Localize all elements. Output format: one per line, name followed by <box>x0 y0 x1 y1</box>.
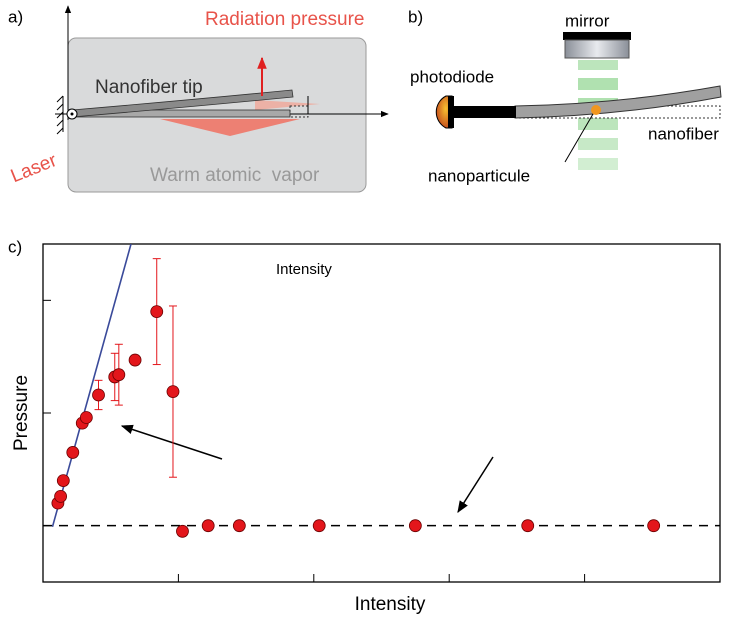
y-axis-label: Pressure <box>11 375 32 451</box>
label: nanoparticule <box>428 166 530 185</box>
arrow <box>457 456 494 514</box>
label: Nanofiber tip <box>95 77 203 98</box>
laser-spot <box>255 100 320 110</box>
data-point <box>66 446 80 459</box>
pivot <box>70 112 74 116</box>
label: photodiode <box>410 67 494 86</box>
plot-area <box>43 244 720 528</box>
arrow <box>120 424 223 460</box>
data-point <box>521 519 535 533</box>
panel-label: a) <box>8 7 23 26</box>
mirror <box>563 32 631 40</box>
panel-b: b) mirror photodiode nanofiber nanoparti… <box>408 7 722 185</box>
laser-spot <box>160 119 300 136</box>
label: Laser <box>8 150 61 188</box>
nanoparticle <box>591 105 601 115</box>
panel-a: a) Radiation pressure Nanofiber tip Warm… <box>8 5 389 193</box>
label: Radiation pressure <box>205 9 364 30</box>
fiber <box>514 85 722 119</box>
photodiode <box>448 96 454 128</box>
wall-hatch <box>56 95 64 135</box>
data-point <box>201 519 215 533</box>
plot-frame <box>42 243 721 583</box>
panel-c: c) Intensity Intensity Pressure <box>8 237 721 615</box>
label: mirror <box>565 11 610 30</box>
panel-label: b) <box>408 7 423 26</box>
mirror <box>564 39 630 59</box>
fiber-ghost <box>289 105 309 118</box>
data-point <box>408 519 422 533</box>
data-point <box>54 489 68 503</box>
data-point <box>112 368 126 382</box>
pointer <box>564 113 594 163</box>
panel-label: c) <box>8 237 22 256</box>
label: Warm atomic vapor <box>150 165 320 186</box>
x-axis-label: Intensity <box>355 594 426 615</box>
data-point <box>150 305 164 319</box>
fiber-bent <box>71 89 294 118</box>
data-point <box>647 519 661 533</box>
data-point <box>232 519 246 533</box>
data-point <box>166 385 180 398</box>
label: nanofiber <box>648 124 719 143</box>
annotation: Intensity <box>276 261 332 278</box>
data-point <box>92 388 105 402</box>
fiber-mount <box>448 106 516 118</box>
data-point <box>312 519 326 533</box>
data-point <box>176 524 189 538</box>
data-point <box>79 411 93 424</box>
data-point <box>128 353 142 367</box>
data-point <box>56 474 70 488</box>
light-standing-wave <box>578 60 618 170</box>
